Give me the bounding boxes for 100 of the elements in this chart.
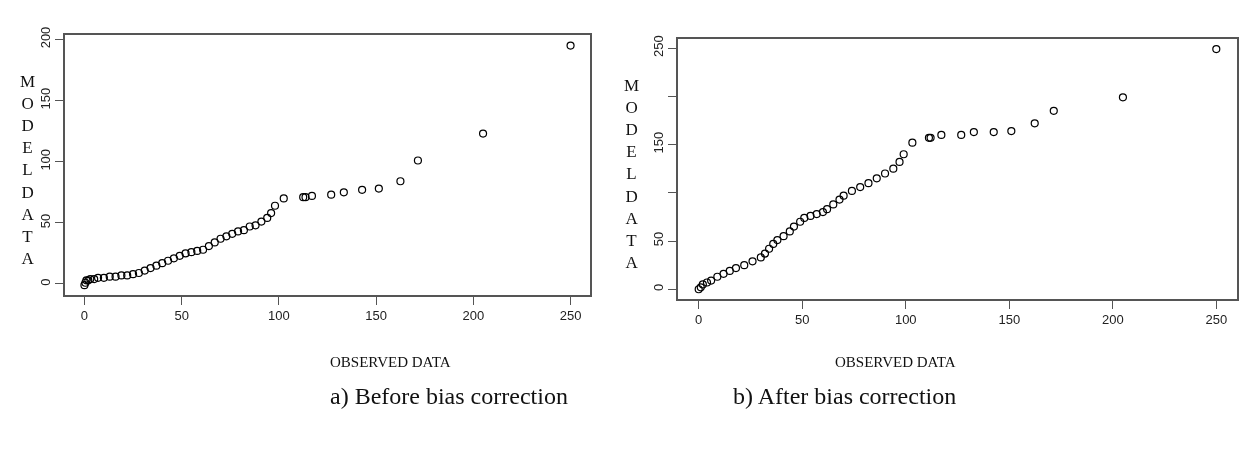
point bbox=[812, 209, 821, 219]
point bbox=[806, 211, 815, 221]
point bbox=[198, 245, 208, 254]
text: b) After bias correction bbox=[733, 383, 957, 409]
point bbox=[822, 205, 832, 214]
point bbox=[152, 261, 161, 270]
point bbox=[872, 174, 881, 183]
x-tick-label: 200 bbox=[462, 308, 485, 324]
x-tick-label: 50 bbox=[174, 308, 189, 324]
point bbox=[105, 272, 114, 281]
point bbox=[566, 41, 575, 50]
point bbox=[769, 239, 778, 249]
point bbox=[93, 273, 103, 282]
point bbox=[796, 217, 805, 226]
point bbox=[228, 229, 237, 238]
point bbox=[760, 249, 770, 258]
point bbox=[765, 244, 774, 253]
point bbox=[216, 234, 225, 243]
point bbox=[818, 208, 828, 217]
point bbox=[279, 194, 288, 203]
point bbox=[117, 271, 126, 280]
point bbox=[204, 241, 213, 251]
point bbox=[969, 127, 978, 137]
point bbox=[839, 191, 848, 200]
point bbox=[847, 186, 857, 195]
x-tick-label: 200 bbox=[1101, 312, 1124, 328]
point bbox=[719, 269, 728, 278]
point bbox=[713, 272, 722, 281]
point bbox=[785, 227, 794, 236]
point bbox=[374, 184, 383, 193]
point bbox=[698, 280, 707, 289]
point bbox=[222, 232, 231, 241]
point bbox=[263, 213, 272, 223]
y-tick-label: 50 bbox=[38, 213, 54, 229]
point bbox=[134, 268, 143, 278]
point bbox=[731, 263, 741, 273]
y-tick-label: 50 bbox=[651, 231, 667, 247]
point bbox=[270, 201, 280, 210]
point bbox=[478, 129, 488, 138]
x-tick-label: 100 bbox=[894, 312, 917, 328]
point bbox=[128, 270, 138, 279]
y-tick-label: 150 bbox=[38, 87, 54, 110]
point bbox=[908, 138, 917, 147]
y-tick-label: 0 bbox=[38, 278, 54, 286]
point bbox=[251, 221, 260, 230]
point bbox=[725, 266, 734, 276]
point bbox=[123, 271, 132, 280]
point bbox=[169, 254, 178, 263]
text: a) Before bias correction bbox=[330, 383, 568, 409]
point bbox=[181, 249, 190, 258]
point bbox=[327, 190, 336, 199]
point bbox=[239, 226, 248, 235]
point bbox=[210, 238, 219, 247]
point bbox=[339, 188, 348, 197]
point bbox=[800, 213, 809, 222]
x-axis-title: OBSERVED DATA bbox=[835, 354, 956, 370]
y-tick-label: 200 bbox=[38, 26, 54, 49]
point bbox=[158, 259, 167, 268]
y-tick-label: 100 bbox=[38, 148, 54, 171]
point bbox=[99, 273, 108, 282]
point bbox=[856, 182, 865, 192]
x-tick-label: 250 bbox=[559, 308, 582, 324]
point bbox=[111, 272, 120, 281]
x-tick-label: 0 bbox=[80, 308, 89, 324]
text: MODEL DATA bbox=[624, 76, 640, 272]
x-tick-label: 0 bbox=[695, 312, 703, 328]
point bbox=[1030, 119, 1039, 128]
point bbox=[829, 200, 838, 209]
y-tick-label: 150 bbox=[651, 131, 667, 154]
point bbox=[1212, 45, 1221, 54]
point bbox=[895, 157, 904, 167]
x-tick-label: 250 bbox=[1205, 312, 1228, 328]
x-tick-label: 100 bbox=[268, 308, 290, 324]
point bbox=[413, 156, 423, 165]
point bbox=[163, 256, 173, 265]
point bbox=[233, 227, 243, 236]
y-tick-label: 250 bbox=[651, 35, 667, 58]
point bbox=[140, 266, 149, 275]
point bbox=[756, 253, 765, 262]
point bbox=[835, 195, 844, 204]
point bbox=[899, 150, 908, 159]
point bbox=[789, 222, 799, 231]
point bbox=[80, 281, 89, 290]
point bbox=[245, 222, 254, 231]
point bbox=[880, 169, 890, 178]
point bbox=[707, 276, 716, 285]
point bbox=[889, 164, 898, 173]
point bbox=[175, 251, 184, 260]
point bbox=[193, 246, 202, 256]
x-tick-label: 150 bbox=[365, 308, 387, 324]
point bbox=[957, 130, 966, 140]
point bbox=[702, 278, 712, 287]
point bbox=[1118, 93, 1128, 102]
point bbox=[146, 263, 155, 273]
point bbox=[740, 261, 749, 270]
point bbox=[257, 217, 266, 226]
point bbox=[267, 208, 276, 218]
point bbox=[779, 232, 788, 241]
y-tick-label: 0 bbox=[651, 283, 667, 291]
point bbox=[187, 248, 196, 257]
